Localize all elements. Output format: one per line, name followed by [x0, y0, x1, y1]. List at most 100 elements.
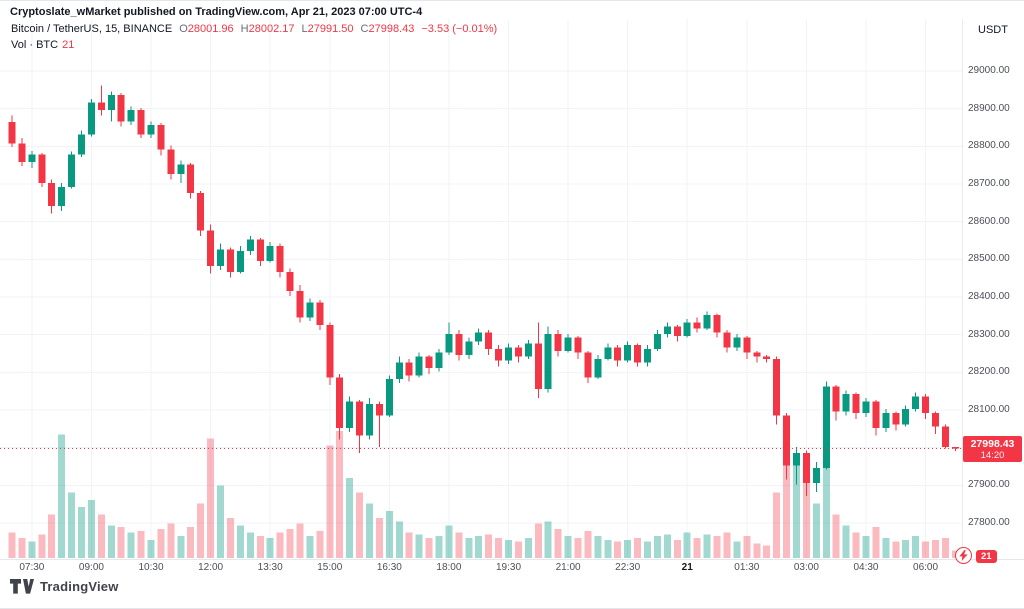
candle-body [634, 345, 642, 363]
volume-bar [286, 528, 294, 558]
price-axis-label: 28900.00 [968, 102, 1010, 114]
price-axis-label: 28500.00 [968, 253, 1010, 265]
volume-bar [723, 532, 731, 558]
last-price-value: 27998.43 [970, 438, 1015, 451]
candle-body [28, 154, 36, 163]
volume-bar [673, 539, 681, 558]
time-axis[interactable]: 07:30 09:00 10:30 12:00 13:30 15:00 16:30 18:00… [0, 562, 1024, 577]
candle-body [485, 332, 493, 349]
open-value: 28001.96 [187, 23, 234, 35]
volume-bar [187, 527, 195, 558]
volume-bar [514, 541, 522, 558]
volume-legend[interactable]: Vol · BTC 21 [11, 39, 74, 51]
candle-body [713, 315, 721, 333]
volume-bar [574, 538, 582, 558]
price-axis-label: 28400.00 [968, 291, 1010, 302]
candle-body [574, 337, 582, 353]
candle-body [207, 230, 215, 267]
candle-body [902, 409, 910, 425]
volume-bar [147, 539, 155, 558]
candle-body [395, 362, 403, 380]
volume-bar [693, 538, 701, 558]
candle-body [604, 347, 612, 359]
candle-body [564, 337, 572, 352]
volume-bar [773, 492, 781, 558]
volume-bar [505, 539, 512, 558]
volume-bar [465, 538, 473, 558]
time-axis-label: 18:00 [436, 562, 462, 573]
low-value: 27991.50 [307, 23, 354, 35]
candle-body [495, 348, 503, 361]
candle-body [753, 352, 761, 357]
volume-bar [207, 438, 215, 558]
candle-body [812, 468, 820, 484]
candle-body [296, 290, 304, 318]
candle-body [653, 333, 661, 349]
candle-body [316, 302, 324, 325]
attribution-text: Cryptoslate_wMarket published on Trading… [10, 6, 423, 18]
symbol-legend[interactable]: Bitcoin / TetherUS, 15, BINANCE O28001.96… [11, 23, 497, 35]
volume-bar [157, 528, 165, 558]
volume-bar [97, 514, 105, 558]
candle-body [842, 394, 850, 412]
volume-bar [634, 538, 642, 558]
volume-bar [922, 541, 930, 558]
volume-bar [733, 541, 741, 558]
price-axis-label: 27800.00 [968, 517, 1010, 528]
volume-bar [455, 532, 463, 558]
candle-body [78, 134, 86, 155]
volume-bar [415, 534, 423, 558]
price-axis-label: 27900.00 [968, 479, 1010, 491]
volume-bar [375, 518, 383, 558]
candle-body [554, 333, 562, 352]
volume-bar [365, 503, 373, 558]
candle-body [356, 401, 364, 436]
candle-body [87, 102, 95, 135]
candle-body [733, 337, 741, 348]
time-axis-label: 09:00 [78, 562, 104, 573]
candle-body [792, 452, 800, 466]
volume-bar [653, 536, 661, 558]
volume-bar [246, 532, 254, 558]
volume-bar [405, 532, 413, 558]
time-axis-label: 19:30 [495, 562, 522, 573]
candle-body [802, 452, 810, 484]
volume-bar [802, 467, 810, 558]
high-label: H [240, 23, 249, 35]
candle-body [256, 239, 264, 261]
volume-bar [326, 445, 334, 558]
candle-body [48, 183, 56, 206]
candle-body [862, 401, 870, 414]
candle-body [693, 322, 701, 329]
candle-body [58, 187, 66, 206]
volume-bar [256, 536, 264, 558]
volume-bar [316, 530, 324, 558]
candle-body [197, 193, 205, 231]
volume-bar [226, 518, 234, 558]
tradingview-logo-icon [10, 579, 34, 594]
volume-bar [663, 534, 671, 558]
volume-bar [395, 521, 403, 558]
volume-bar [763, 545, 771, 558]
candle-body [505, 347, 512, 361]
volume-bar [445, 525, 453, 558]
candle-body [852, 394, 860, 414]
candle-body [882, 413, 890, 429]
lightning-button[interactable] [955, 547, 972, 564]
volume-axis-badge: 21 [976, 550, 997, 563]
volume-bar [743, 536, 751, 558]
candle-body [226, 249, 234, 273]
tradingview-footer[interactable]: TradingView [10, 579, 119, 594]
time-axis-label: 16:30 [376, 562, 402, 573]
volume-bar [485, 534, 493, 558]
volume-bar [822, 463, 830, 558]
time-axis-label: 06:00 [913, 562, 939, 573]
candle-body [534, 343, 542, 389]
time-axis-label: 21:00 [555, 562, 581, 573]
volume-bar [18, 538, 26, 558]
volume-bar [554, 528, 562, 558]
candle-body [18, 143, 26, 163]
candle-body [922, 396, 930, 414]
price-axis[interactable]: 29000.00 28900.00 28800.00 28700.00 28600.00… [963, 1, 1024, 559]
